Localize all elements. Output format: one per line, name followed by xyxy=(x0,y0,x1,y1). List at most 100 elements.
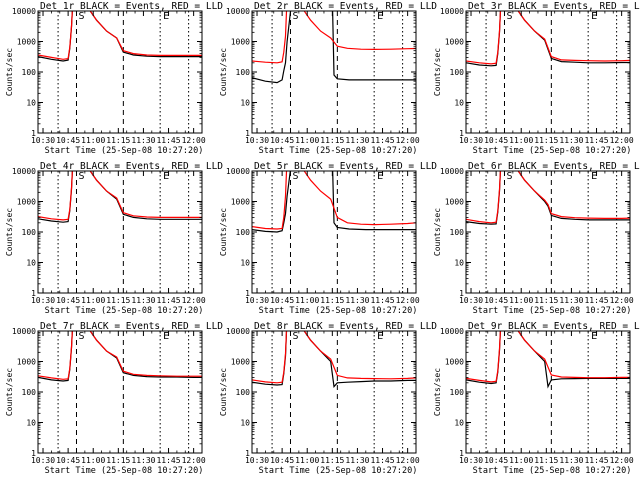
y-tick-label: 10 xyxy=(26,419,36,428)
y-tick-label: 10 xyxy=(454,419,464,428)
x-tick-label: 10:30 xyxy=(31,136,55,145)
x-tick-label: 11:30 xyxy=(559,136,583,145)
x-tick-label: 11:15 xyxy=(106,296,130,305)
y-tick-label: 10000 xyxy=(226,7,250,16)
y-tick-label: 100 xyxy=(450,228,465,237)
y-tick-label: 100 xyxy=(22,388,37,397)
y-tick-label: 1 xyxy=(459,449,464,458)
x-tick-label: 11:15 xyxy=(534,456,558,465)
y-tick-label: 1 xyxy=(31,289,36,298)
panel-title: Det 5r BLACK = Events, RED = LLD xyxy=(254,161,437,172)
x-tick-label: 11:45 xyxy=(370,296,394,305)
y-tick-label: 10 xyxy=(240,99,250,108)
y-tick-label: 1000 xyxy=(231,198,250,207)
lld-series-line xyxy=(252,171,416,230)
y-tick-label: 10 xyxy=(26,259,36,268)
panel-title: Det 3r BLACK = Events, RED = LLD xyxy=(468,1,640,12)
end-marker-label: E xyxy=(163,171,169,182)
x-tick-label: 11:45 xyxy=(584,296,608,305)
start-marker-label: S xyxy=(292,11,298,22)
start-marker-label: S xyxy=(506,331,512,342)
x-tick-label: 10:30 xyxy=(459,136,483,145)
x-tick-label: 11:00 xyxy=(295,136,319,145)
x-axis-label: Start Time (25-Sep-08 10:27:20) xyxy=(259,146,418,156)
y-tick-label: 10 xyxy=(454,99,464,108)
panel-title: Det 8r BLACK = Events, RED = LLD xyxy=(254,321,437,332)
events-series-line xyxy=(252,11,416,84)
y-tick-label: 10000 xyxy=(440,167,464,176)
x-tick-label: 12:00 xyxy=(396,456,420,465)
x-tick-label: 11:15 xyxy=(320,456,344,465)
x-tick-label: 11:00 xyxy=(81,456,105,465)
x-tick-label: 11:00 xyxy=(509,456,533,465)
y-tick-label: 100 xyxy=(236,228,251,237)
lld-series-line xyxy=(38,331,202,380)
y-tick-label: 10000 xyxy=(226,167,250,176)
x-tick-label: 11:15 xyxy=(534,136,558,145)
x-tick-label: 10:45 xyxy=(56,136,80,145)
x-tick-label: 11:15 xyxy=(534,296,558,305)
x-tick-label: 11:00 xyxy=(509,296,533,305)
x-tick-label: 12:00 xyxy=(182,296,206,305)
plot-frame xyxy=(37,10,203,134)
plot-frame xyxy=(251,330,417,454)
x-tick-label: 12:00 xyxy=(610,456,634,465)
x-tick-label: 11:15 xyxy=(320,136,344,145)
lld-series-line xyxy=(466,171,630,224)
y-tick-label: 10000 xyxy=(440,7,464,16)
end-marker-label: E xyxy=(377,171,383,182)
start-marker-label: S xyxy=(292,331,298,342)
x-tick-label: 11:15 xyxy=(106,456,130,465)
y-tick-label: 100 xyxy=(450,388,465,397)
x-tick-label: 12:00 xyxy=(182,456,206,465)
panel-title: Det 7r BLACK = Events, RED = LLD xyxy=(40,321,223,332)
panel-title: Det 4r BLACK = Events, RED = LLD xyxy=(40,161,223,172)
y-axis-label: Counts/sec xyxy=(433,208,442,256)
y-tick-label: 100 xyxy=(22,228,37,237)
y-tick-label: 100 xyxy=(22,68,37,77)
x-tick-label: 11:00 xyxy=(81,136,105,145)
x-axis-label: Start Time (25-Sep-08 10:27:20) xyxy=(259,466,418,476)
x-tick-label: 10:45 xyxy=(270,296,294,305)
y-axis-label: Counts/sec xyxy=(433,48,442,96)
lld-series-line xyxy=(38,171,202,221)
start-marker-label: S xyxy=(506,171,512,182)
y-tick-label: 10000 xyxy=(12,7,36,16)
x-tick-label: 10:30 xyxy=(245,296,269,305)
plot-frame xyxy=(465,330,631,454)
panel-title: Det 6r BLACK = Events, RED = LLD xyxy=(468,161,640,172)
x-tick-label: 11:30 xyxy=(559,456,583,465)
end-marker-label: E xyxy=(591,331,597,342)
y-tick-label: 1000 xyxy=(17,38,36,47)
x-axis-label: Start Time (25-Sep-08 10:27:20) xyxy=(45,306,204,316)
x-axis-label: Start Time (25-Sep-08 10:27:20) xyxy=(259,306,418,316)
y-tick-label: 10 xyxy=(240,419,250,428)
y-tick-label: 10000 xyxy=(226,327,250,336)
x-tick-label: 10:45 xyxy=(56,296,80,305)
x-tick-label: 10:30 xyxy=(245,456,269,465)
panel-title: Det 1r BLACK = Events, RED = LLD xyxy=(40,1,223,12)
x-tick-label: 10:45 xyxy=(484,136,508,145)
y-tick-label: 1 xyxy=(245,129,250,138)
x-tick-label: 10:30 xyxy=(31,456,55,465)
y-tick-label: 1 xyxy=(245,449,250,458)
x-tick-label: 11:30 xyxy=(131,136,155,145)
end-marker-label: E xyxy=(163,331,169,342)
y-tick-label: 1 xyxy=(31,449,36,458)
y-tick-label: 1000 xyxy=(445,358,464,367)
start-marker-label: S xyxy=(78,11,84,22)
panel-title: Det 2r BLACK = Events, RED = LLD xyxy=(254,1,437,12)
y-tick-label: 1 xyxy=(459,289,464,298)
start-marker-label: S xyxy=(78,331,84,342)
x-tick-label: 11:00 xyxy=(509,136,533,145)
x-tick-label: 11:45 xyxy=(156,296,180,305)
y-tick-label: 10 xyxy=(454,259,464,268)
x-tick-label: 11:30 xyxy=(131,456,155,465)
panel-title: Det 9r BLACK = Events, RED = LLD xyxy=(468,321,640,332)
x-tick-label: 10:30 xyxy=(31,296,55,305)
end-marker-label: E xyxy=(377,331,383,342)
